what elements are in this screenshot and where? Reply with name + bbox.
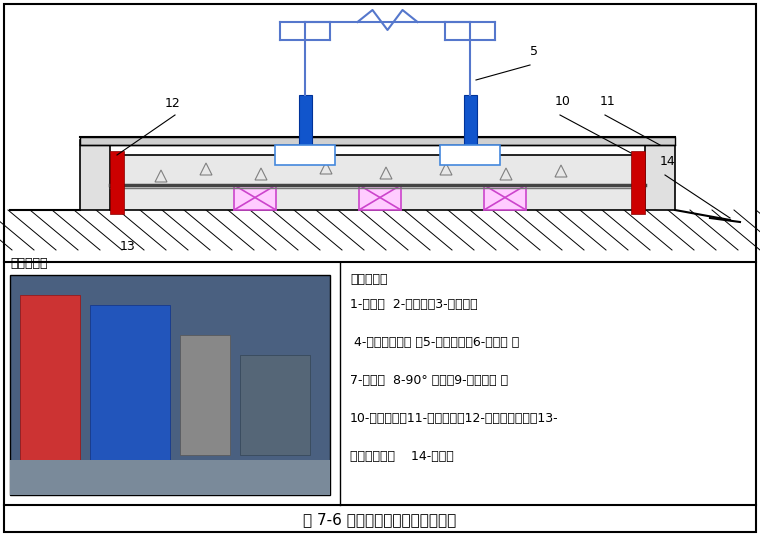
- Text: 14: 14: [660, 155, 676, 168]
- Text: 10: 10: [555, 95, 571, 108]
- Text: 隔振橡胶帯；    14-地面；: 隔振橡胶帯； 14-地面；: [350, 450, 454, 463]
- Text: 符号说明：: 符号说明：: [350, 273, 388, 286]
- Bar: [440, 145, 500, 165]
- Bar: [484, 185, 526, 210]
- Bar: [90, 305, 170, 465]
- Bar: [631, 151, 645, 214]
- Bar: [180, 335, 230, 455]
- Text: 13: 13: [120, 240, 136, 253]
- Bar: [110, 151, 124, 214]
- Text: 图 7-6 立式水泵与管路连接示意图: 图 7-6 立式水泵与管路连接示意图: [303, 512, 457, 527]
- Text: 实施案例：: 实施案例：: [10, 257, 47, 270]
- Text: 11: 11: [600, 95, 616, 108]
- Bar: [234, 185, 276, 210]
- Bar: [110, 155, 645, 210]
- Bar: [299, 95, 312, 145]
- Bar: [10, 275, 330, 495]
- Text: 7-支架；  8-90° 弯头；9-弹性吸架 ；: 7-支架； 8-90° 弯头；9-弹性吸架 ；: [350, 374, 508, 387]
- Text: 5: 5: [530, 45, 538, 58]
- Text: 1-闸阀；  2-除污器；3-软接头；: 1-闸阀； 2-除污器；3-软接头；: [350, 298, 477, 311]
- Bar: [275, 145, 335, 165]
- Bar: [20, 295, 80, 475]
- Bar: [240, 355, 310, 455]
- Text: 4-压力表连旋塞 ；5-立式水泵；6-止回阀 ；: 4-压力表连旋塞 ；5-立式水泵；6-止回阀 ；: [350, 336, 519, 349]
- Bar: [80, 137, 675, 145]
- Bar: [359, 185, 401, 210]
- Text: 10-浮动底座；11-隔离夹板；12-外部等级夹板；13-: 10-浮动底座；11-隔离夹板；12-外部等级夹板；13-: [350, 412, 559, 425]
- Bar: [10, 460, 330, 495]
- Bar: [645, 140, 675, 210]
- Bar: [80, 140, 110, 210]
- Bar: [464, 95, 477, 145]
- Text: 12: 12: [165, 97, 181, 110]
